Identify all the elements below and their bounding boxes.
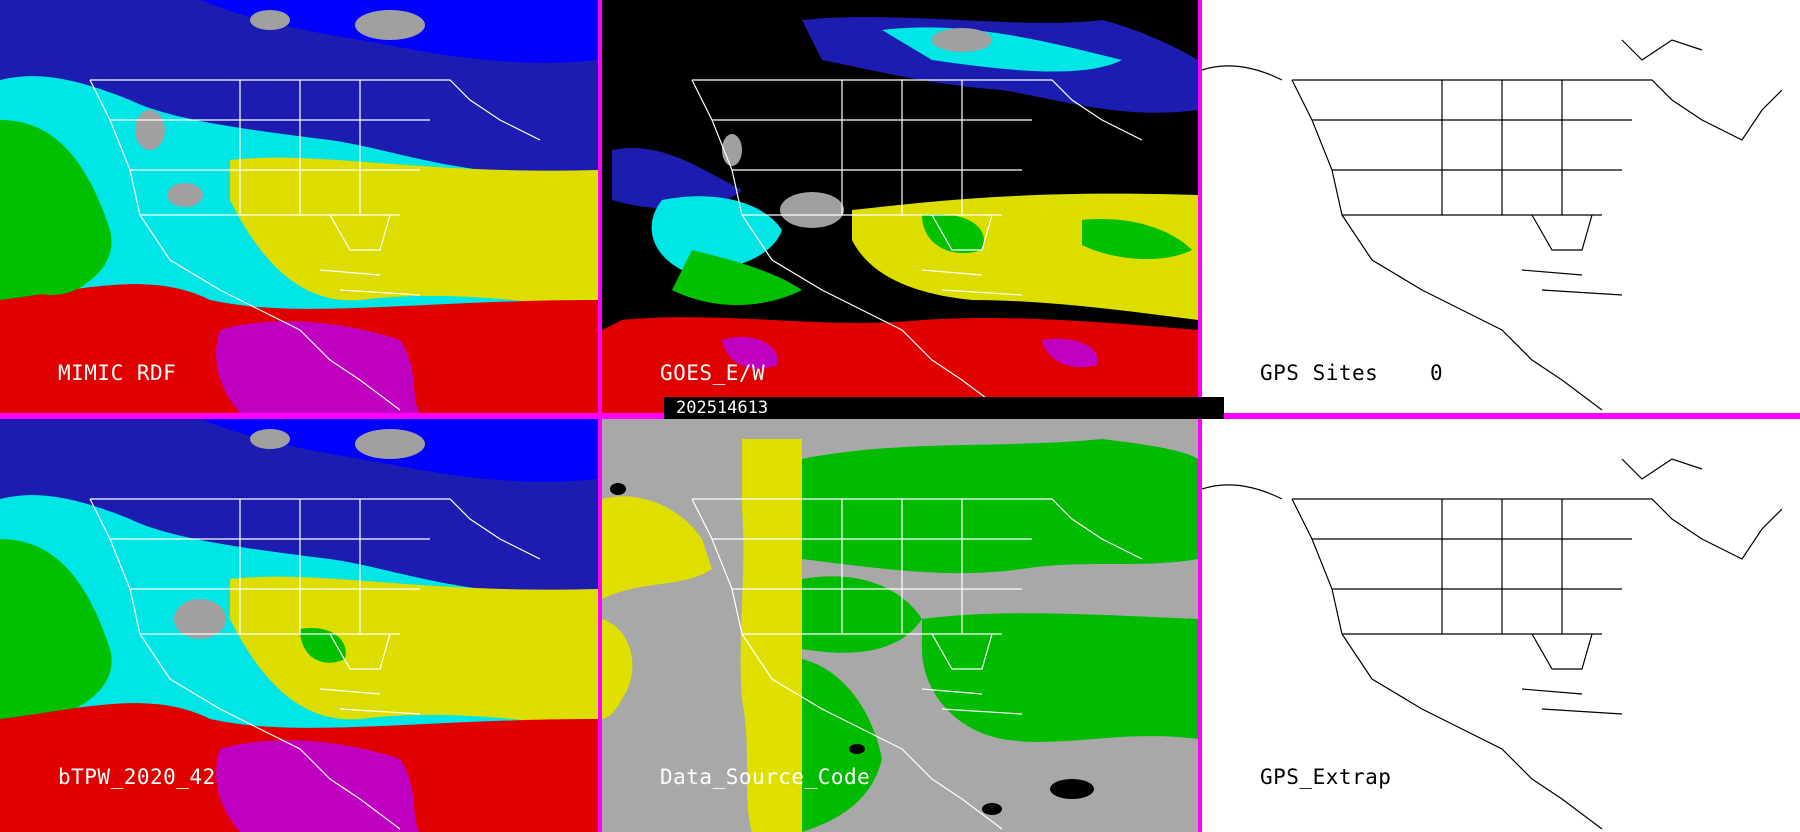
panel-label: GPS Sites (1260, 361, 1379, 385)
data-source-code-panel: Data_Source_Code (602, 419, 1198, 832)
gps-sites-panel: GPS Sites 0 (1202, 0, 1800, 413)
panel-label: MIMIC RDF (58, 361, 177, 385)
btpw-panel: bTPW_2020_42 (0, 419, 598, 832)
goes-ew-panel: GOES_E/W (602, 0, 1198, 413)
basemap (1202, 39, 1783, 411)
panel-label: bTPW_2020_42 (58, 765, 216, 789)
panel-label: GPS_Extrap (1260, 765, 1392, 789)
basemap (1202, 458, 1783, 830)
tpw-map (0, 0, 598, 413)
tpw-map (0, 419, 598, 832)
source-map (602, 419, 1198, 832)
panel-label: GOES_E/W (660, 361, 766, 385)
tpw-map (602, 0, 1198, 413)
mimic-rdf-panel: MIMIC RDF (0, 0, 598, 413)
gps-site-count: 0 (1430, 361, 1443, 385)
panel-label: Data_Source_Code (660, 765, 871, 789)
timestamp-label: 202514613 (664, 397, 1224, 419)
gps-extrap-panel: GPS_Extrap (1202, 419, 1800, 832)
